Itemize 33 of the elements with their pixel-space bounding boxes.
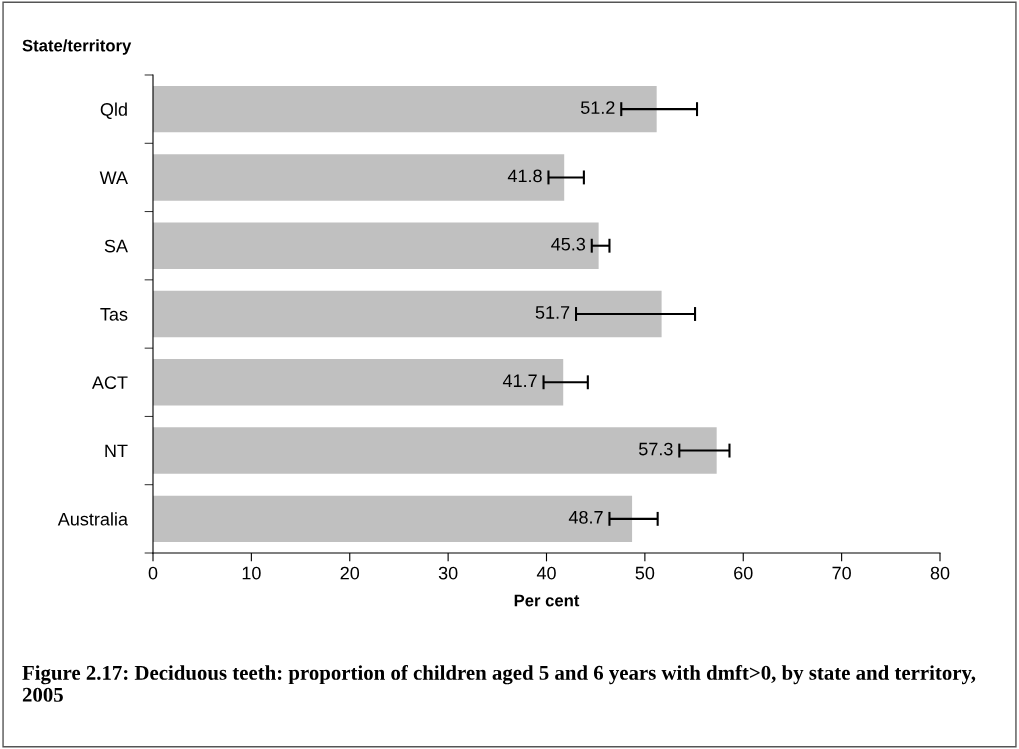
y-tick-label: NT [105,444,128,458]
bar [153,427,717,474]
data-label: 57.3 [638,442,673,456]
x-tick-label: 20 [340,566,360,580]
x-tick-label: 70 [832,566,851,580]
y-axis-title: State/territory [22,39,132,55]
x-tick-label: 40 [536,566,556,580]
y-tick-label: SA [104,239,128,253]
x-tick-label: 0 [148,566,158,580]
bar [153,495,633,543]
bar [153,154,565,201]
bar [153,222,599,269]
data-label: 41.7 [502,374,537,387]
y-tick-label: Australia [57,512,128,526]
data-label: 45.3 [551,237,586,251]
data-label: 41.8 [507,169,542,183]
bar [153,85,657,133]
bar [153,359,564,406]
y-tick-label: ACT [91,376,128,390]
y-tick-label: WA [99,171,128,184]
text: Figure 2.17: Deciduous teeth: proportion of children aged 5 and 6 years with dmft>0, by state and territory, 2005 [22,665,976,702]
x-tick-label: 60 [734,566,753,580]
x-tick-label: 50 [635,566,655,580]
bar [153,290,662,338]
y-tick-label: Qld [100,102,127,120]
y-tick-label: Tas [100,308,128,321]
x-tick-label: 10 [242,566,261,580]
x-tick-label: 30 [438,566,458,580]
data-label: 51.2 [580,101,615,114]
data-label: 51.7 [535,306,570,319]
x-axis-title: Per cent [514,594,580,607]
x-tick-label: 80 [930,566,950,580]
data-label: 48.7 [568,510,603,524]
